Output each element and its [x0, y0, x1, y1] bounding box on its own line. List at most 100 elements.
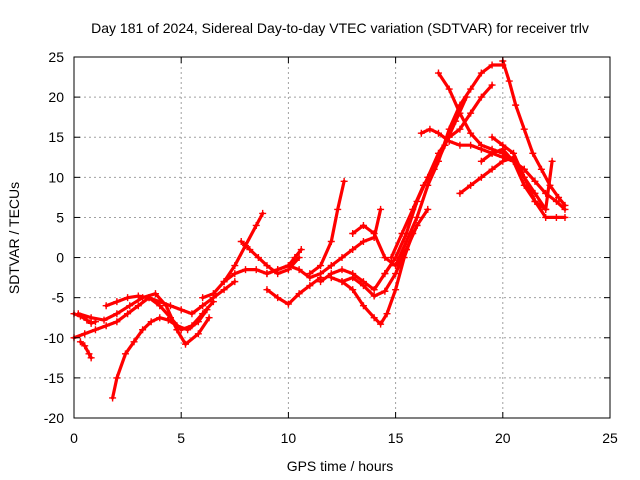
data-point [499, 157, 507, 165]
data-point [113, 298, 121, 306]
data-point [445, 85, 453, 93]
data-point [548, 157, 556, 165]
data-point [203, 306, 211, 314]
y-tick-label: 15 [48, 129, 64, 145]
x-tick-label: 10 [281, 430, 297, 446]
data-point [252, 221, 260, 229]
data-point [452, 117, 460, 125]
data-point [359, 302, 367, 310]
data-point [370, 286, 378, 294]
x-tick-label: 15 [388, 430, 404, 446]
data-point [377, 320, 385, 328]
data-point [359, 282, 367, 290]
data-series [263, 246, 305, 278]
data-series [327, 229, 417, 328]
data-point [370, 229, 378, 237]
x-axis-label: GPS time / hours [287, 458, 394, 474]
data-point [124, 294, 132, 302]
data-point [291, 254, 299, 262]
data-series [499, 57, 569, 209]
chart-title: Day 181 of 2024, Sidereal Day-to-day VTE… [91, 20, 589, 36]
y-tick-label: 20 [48, 89, 64, 105]
data-point [392, 286, 400, 294]
data-point [377, 205, 385, 213]
data-point [209, 290, 217, 298]
data-point [488, 149, 496, 157]
data-point [327, 262, 335, 270]
data-point [231, 262, 239, 270]
data-point [338, 266, 346, 274]
data-point [274, 266, 282, 274]
data-point [124, 310, 132, 318]
data-point [510, 157, 518, 165]
x-tick-label: 0 [70, 430, 78, 446]
data-point [413, 213, 421, 221]
data-point [512, 101, 520, 109]
data-point [317, 278, 325, 286]
data-point [156, 314, 164, 322]
data-point [552, 213, 560, 221]
series-track [78, 340, 93, 360]
data-point [561, 213, 569, 221]
x-tick-label: 5 [177, 430, 185, 446]
y-tick-label: -20 [44, 410, 64, 426]
series-track [110, 308, 209, 400]
data-point [237, 238, 245, 246]
data-point [561, 201, 569, 209]
data-point [477, 141, 485, 149]
data-point [398, 229, 406, 237]
data-point [91, 326, 99, 334]
data-point [220, 278, 228, 286]
data-series [306, 177, 348, 278]
data-point [164, 316, 172, 324]
data-point [392, 262, 400, 270]
data-point [102, 302, 110, 310]
data-point [246, 246, 254, 254]
series-track [501, 59, 567, 207]
data-point [194, 330, 202, 338]
data-point [87, 314, 95, 322]
data-point [254, 254, 262, 262]
data-point [467, 141, 475, 149]
data-series [76, 338, 95, 362]
data-point [467, 109, 475, 117]
series-track [265, 276, 323, 306]
data-point [173, 322, 181, 330]
data-point [134, 292, 142, 300]
data-point [537, 165, 545, 173]
data-point [156, 298, 164, 306]
data-point [327, 238, 335, 246]
data-point [284, 300, 292, 308]
data-point [531, 197, 539, 205]
series-track [389, 95, 468, 260]
data-point [531, 177, 539, 185]
data-point [338, 254, 346, 262]
data-point [520, 181, 528, 189]
data-point [295, 266, 303, 274]
series-track [351, 207, 430, 268]
data-point [295, 290, 303, 298]
data-point [467, 85, 475, 93]
data-point [441, 141, 449, 149]
data-point [205, 314, 213, 322]
data-point [430, 165, 438, 173]
data-point [381, 254, 389, 262]
data-point [231, 278, 239, 286]
data-point [284, 262, 292, 270]
data-point [184, 326, 192, 334]
data-point [113, 310, 121, 318]
data-point [419, 181, 427, 189]
data-point [477, 157, 485, 165]
data-point [109, 394, 117, 402]
data-series [74, 290, 213, 348]
data-point [81, 330, 89, 338]
data-series [220, 209, 267, 286]
grid [74, 57, 610, 418]
data-point [456, 109, 464, 117]
data-point [424, 205, 432, 213]
data-series [237, 238, 303, 278]
data-point [199, 294, 207, 302]
y-tick-label: -5 [52, 290, 65, 306]
data-point [434, 69, 442, 77]
